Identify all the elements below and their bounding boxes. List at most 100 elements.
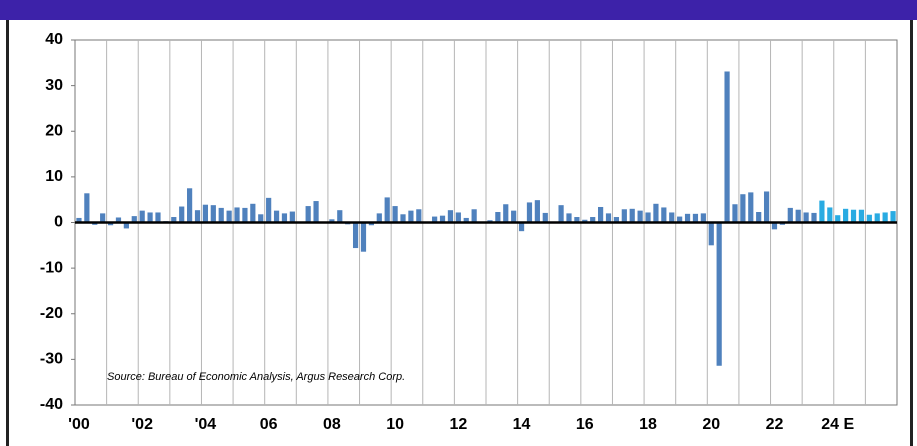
bar xyxy=(518,222,525,232)
bar xyxy=(771,222,778,230)
bar xyxy=(811,212,817,223)
bar xyxy=(590,217,596,223)
bar xyxy=(858,209,865,223)
y-tick-label: -20 xyxy=(40,305,63,322)
bar xyxy=(139,210,145,223)
bar xyxy=(542,212,548,223)
right-border xyxy=(910,20,913,446)
bar xyxy=(629,208,635,223)
bar xyxy=(100,213,106,223)
header-bar xyxy=(0,0,917,20)
bar xyxy=(661,207,667,223)
bar xyxy=(637,210,643,223)
bar xyxy=(669,212,675,223)
bar xyxy=(171,217,177,223)
bar xyxy=(115,217,122,223)
bar xyxy=(242,207,248,223)
bar xyxy=(684,213,691,223)
bar xyxy=(819,200,825,223)
bar xyxy=(866,214,872,223)
bar xyxy=(463,217,469,223)
bar xyxy=(194,210,201,223)
bar xyxy=(748,192,754,223)
bar xyxy=(266,197,272,223)
bar xyxy=(605,213,612,223)
bar xyxy=(653,203,659,223)
bar xyxy=(368,222,374,226)
bar xyxy=(408,210,414,223)
bar xyxy=(708,222,714,246)
x-tick-label: '02 xyxy=(131,416,153,433)
bar xyxy=(360,222,367,252)
x-tick-label: 14 xyxy=(513,416,531,433)
bar xyxy=(107,222,114,226)
x-tick-label: 16 xyxy=(576,416,594,433)
bar xyxy=(534,200,540,223)
bar xyxy=(716,222,722,366)
bar xyxy=(210,205,216,223)
bar xyxy=(882,212,888,223)
x-tick-label: '00 xyxy=(68,416,90,433)
y-tick-label: -30 xyxy=(40,351,63,368)
x-tick-label: '04 xyxy=(195,416,217,433)
bar xyxy=(384,197,390,223)
bar xyxy=(352,222,359,249)
bar xyxy=(187,188,193,223)
bar xyxy=(511,210,517,223)
bar xyxy=(258,214,264,223)
x-tick-label: 12 xyxy=(449,416,467,433)
y-tick-label: 0 xyxy=(54,214,63,231)
bar xyxy=(795,209,801,223)
bar xyxy=(732,204,738,223)
x-tick-label: 08 xyxy=(323,416,341,433)
bar xyxy=(613,217,620,223)
x-tick-label: 18 xyxy=(639,416,657,433)
bar xyxy=(179,206,185,223)
bar xyxy=(566,213,572,223)
bar xyxy=(526,202,533,223)
bar xyxy=(123,222,129,229)
bar xyxy=(202,204,209,223)
left-border xyxy=(6,20,9,446)
bar xyxy=(700,213,706,223)
bar xyxy=(598,206,604,223)
bar xyxy=(305,206,311,223)
bar xyxy=(416,209,422,223)
bar xyxy=(582,219,588,223)
bar xyxy=(226,210,232,223)
y-tick-label: -40 xyxy=(40,396,63,413)
bar xyxy=(724,71,730,223)
bar xyxy=(471,209,477,223)
bar xyxy=(850,209,857,223)
bar xyxy=(439,215,446,223)
bar xyxy=(558,205,564,223)
bar xyxy=(147,212,153,223)
bar xyxy=(756,212,762,223)
bar xyxy=(313,201,319,223)
bar xyxy=(645,212,651,223)
bar xyxy=(281,213,288,223)
bar xyxy=(84,193,90,223)
y-tick-label: -10 xyxy=(40,259,63,276)
x-tick-label: 22 xyxy=(766,416,784,433)
bar xyxy=(787,207,793,223)
bar xyxy=(76,217,82,223)
bar xyxy=(250,203,256,223)
bar xyxy=(131,216,137,223)
bar xyxy=(574,217,580,223)
bar xyxy=(218,207,224,223)
bar xyxy=(621,209,627,223)
bar xyxy=(273,210,280,223)
x-tick-label: 10 xyxy=(386,416,404,433)
y-tick-label: 10 xyxy=(45,168,63,185)
bar xyxy=(447,210,454,223)
bar xyxy=(455,212,461,223)
bar xyxy=(234,207,240,223)
bar xyxy=(763,191,770,223)
x-tick-label: 24 E xyxy=(821,416,854,433)
bar xyxy=(843,208,849,223)
bar xyxy=(495,212,501,223)
bar xyxy=(289,211,295,223)
y-tick-label: 40 xyxy=(45,31,63,48)
